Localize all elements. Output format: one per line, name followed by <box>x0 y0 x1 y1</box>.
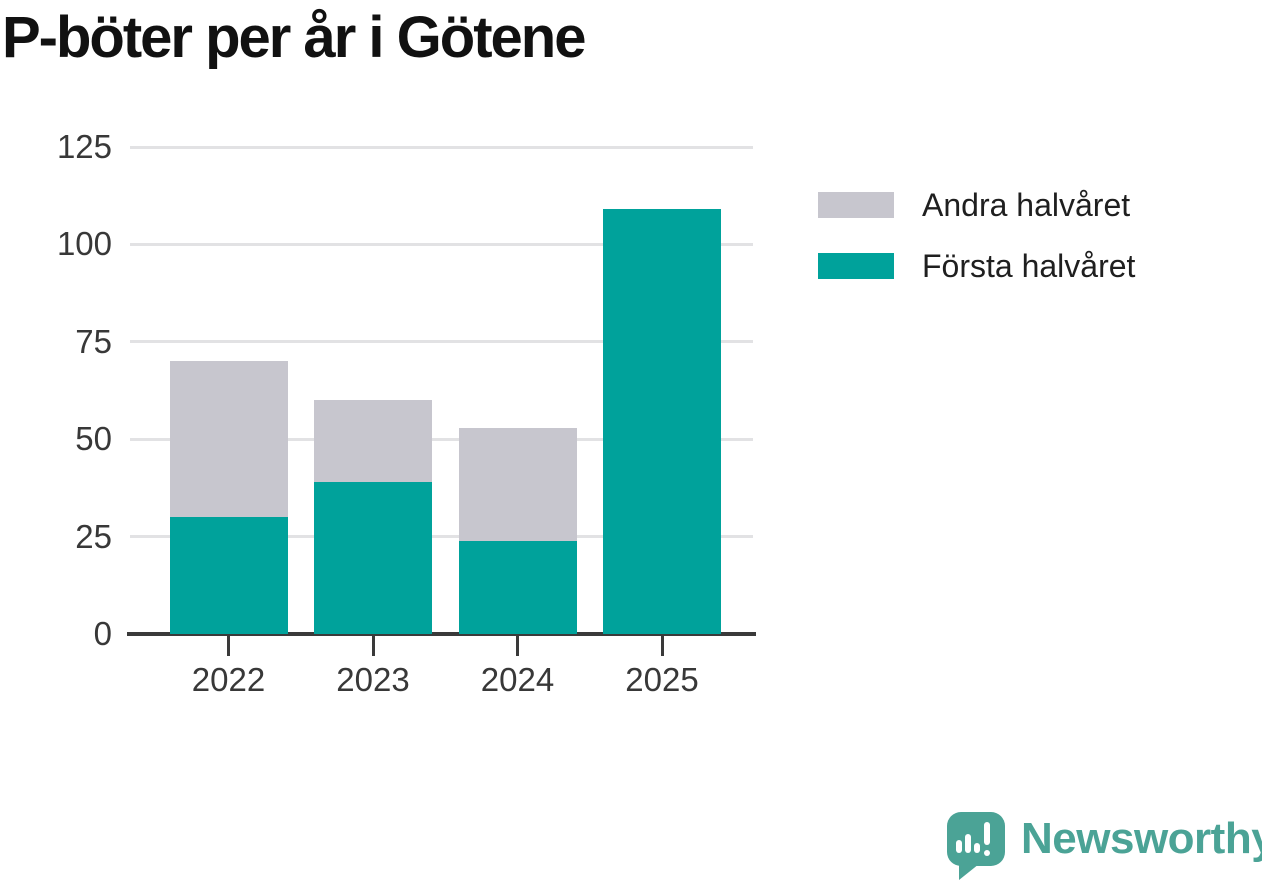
x-axis-line <box>127 632 756 636</box>
gridline-y50 <box>130 437 753 441</box>
plot-area <box>127 145 756 636</box>
gridline-y25 <box>130 535 753 539</box>
x-axis-tick <box>516 636 519 656</box>
y-axis-tick-label: 0 <box>93 615 112 652</box>
gridline-y75 <box>130 340 753 344</box>
legend-swatch-andra-halvaret <box>818 192 894 218</box>
x-axis-tick-label: 2024 <box>480 661 555 698</box>
newsworthy-logo: Newsworthy <box>947 812 1262 880</box>
bar-2023-andra <box>314 400 432 483</box>
legend-item-forsta-halvaret: Första halvåret <box>818 250 1135 282</box>
x-axis-tick <box>660 636 664 656</box>
bar-2022-andra <box>169 361 288 518</box>
gridline-y100 <box>130 242 753 246</box>
bar-2023-forsta <box>314 482 432 634</box>
legend-item-andra-halvaret: Andra halvåret <box>818 189 1135 221</box>
bar-2024-forsta <box>458 540 577 634</box>
newsworthy-speech-bubble-bar-chart-icon <box>947 812 1005 880</box>
legend-label: Andra halvåret <box>922 187 1131 223</box>
y-axis-tick-label: 50 <box>75 420 112 458</box>
bar-2022-forsta <box>169 517 288 634</box>
x-axis-tick-label: 2022 <box>191 661 266 698</box>
y-axis-tick-label: 75 <box>75 322 112 360</box>
x-axis-tick <box>227 636 230 656</box>
legend-swatch-forsta-halvaret <box>818 253 894 279</box>
page-title: P-böter per år i Götene <box>2 5 586 70</box>
gridline-y125 <box>130 145 753 149</box>
bar-2025-forsta <box>603 209 721 634</box>
x-axis-tick <box>371 636 375 656</box>
y-axis-tick-label: 100 <box>56 225 112 263</box>
y-axis-tick-label: 25 <box>75 517 112 555</box>
legend-label: Första halvåret <box>922 248 1136 284</box>
y-axis-tick-label: 125 <box>56 128 112 165</box>
bar-2024-andra <box>458 427 577 541</box>
newsworthy-wordmark: Newsworthy <box>1021 814 1262 863</box>
x-axis-tick-label: 2025 <box>625 661 699 698</box>
x-axis-tick-label: 2023 <box>336 661 410 698</box>
legend: Andra halvåret Första halvåret <box>818 189 1135 311</box>
